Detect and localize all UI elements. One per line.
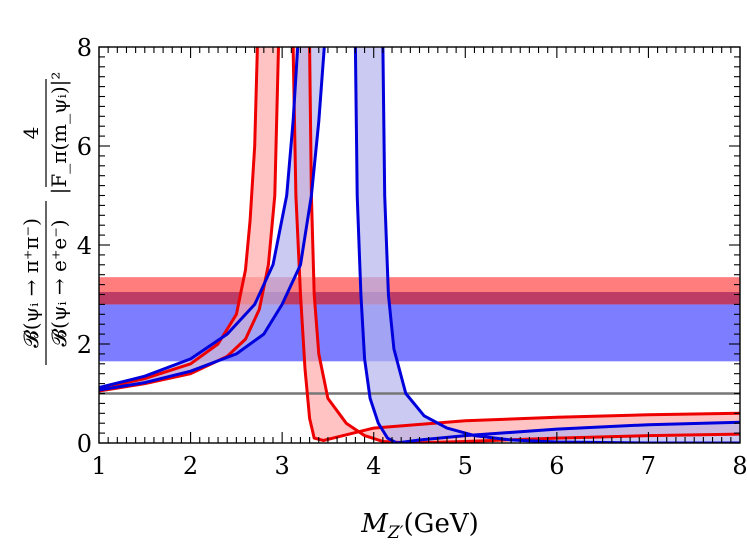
x-tick-labels: 1 2 3 4 5 6 7 8 [91, 452, 747, 480]
series-1-left_branch-curve_a [99, 47, 300, 390]
band-1 [99, 304, 740, 362]
x-tick-label: 1 [91, 452, 106, 480]
x-tick-label: 4 [366, 452, 381, 480]
x-tick-label: 6 [549, 452, 564, 480]
y-tick-label: 8 [77, 34, 92, 62]
series-1-left_branch-fill [99, 47, 325, 390]
series-1-left_branch-curve_b [99, 47, 326, 392]
x-tick-label: 8 [732, 452, 747, 480]
series-fills [99, 47, 740, 443]
series-1-right_branch-fill [355, 47, 740, 443]
series-0-left_branch-fill [99, 47, 279, 391]
series-0-right_branch-curve_a [291, 47, 740, 442]
y-axis-label: 𝓑(ψᵢ → π⁺π⁻) 𝓑(ψᵢ → e⁺e⁻) 4 |F_π(m_ψᵢ)|² [19, 72, 72, 365]
x-tick-label: 7 [641, 452, 656, 480]
plot-frame [98, 46, 741, 444]
y-label-factor-numerator: 4 [19, 127, 43, 140]
x-tick-label: 2 [183, 452, 198, 480]
y-tick-label: 2 [77, 331, 92, 359]
y-label-numerator: 𝓑(ψᵢ → π⁺π⁻) [19, 218, 43, 348]
series-1-right_branch-curve_a [353, 47, 740, 443]
y-label-denominator: 𝓑(ψᵢ → e⁺e⁻) [47, 219, 71, 346]
y-tick-label: 6 [77, 133, 92, 161]
ticks [98, 46, 741, 444]
x-axis-label: MZ′(GeV) [360, 509, 479, 543]
series-0-left_branch-curve_a [99, 47, 259, 391]
band-2 [99, 292, 740, 305]
y-tick-labels: 0 2 4 6 8 [77, 34, 92, 458]
x-tick-label: 5 [458, 452, 473, 480]
y-label-factor-denominator: |F_π(m_ψᵢ)|² [47, 72, 72, 195]
x-tick-label: 3 [275, 452, 290, 480]
horizontal-bands [99, 277, 740, 362]
series-curves [99, 47, 740, 443]
series-1-right_branch-curve_b [381, 47, 740, 443]
y-tick-label: 4 [77, 232, 92, 260]
y-tick-label: 0 [77, 430, 92, 458]
